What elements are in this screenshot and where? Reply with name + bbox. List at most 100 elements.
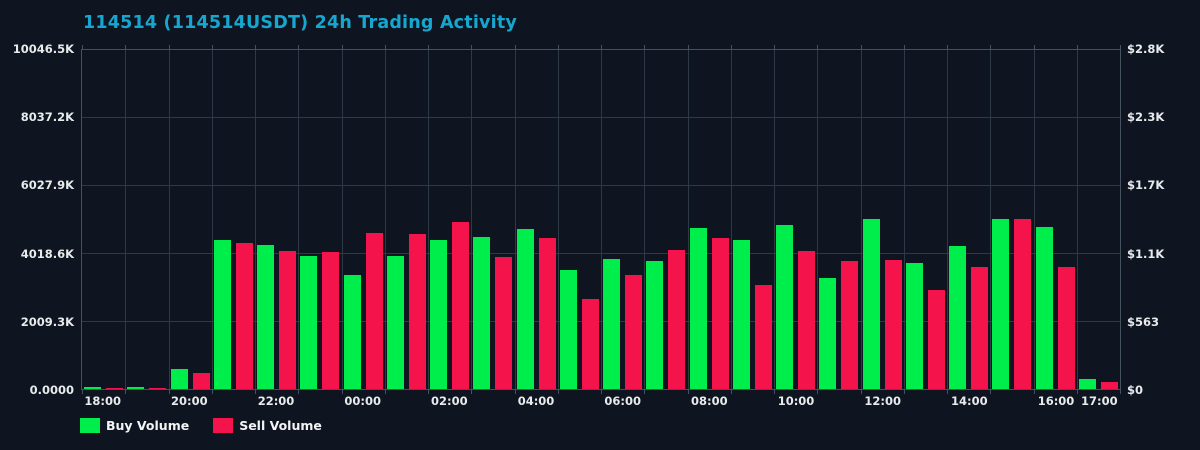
vertical-gridline: [1033, 50, 1035, 389]
buy-bar: [776, 225, 793, 389]
hour-bin: [471, 50, 514, 389]
x-tick-mark-top: [1120, 45, 1121, 49]
x-tick-mark-top: [211, 45, 213, 49]
x-tick-mark-top: [298, 45, 300, 49]
buy-bar: [949, 245, 966, 389]
x-tick-mark-top: [860, 45, 862, 49]
x-axis: 18:00 20:00 22:00 00:00 02:00 04:00 06:00 08:00…: [81, 394, 1121, 410]
buy-bar: [603, 258, 620, 389]
buy-bar: [430, 240, 447, 389]
hour-bin: [342, 50, 385, 389]
x-tick-mark-top: [168, 45, 170, 49]
x-tick-mark-bottom: [990, 390, 992, 394]
vertical-gridline: [990, 50, 992, 389]
hour-bin: [774, 50, 817, 389]
vertical-gridline: [255, 50, 256, 389]
y-tick-label-left: 0.0000: [29, 383, 74, 397]
vertical-gridline: [860, 50, 862, 389]
buy-bar: [819, 277, 837, 389]
buy-bar: [992, 219, 1010, 389]
y-tick-label-left: 2009.3K: [20, 314, 74, 329]
sell-bar: [711, 237, 729, 389]
x-tick-mark-bottom: [384, 390, 386, 394]
y-tick-label-right: $2.8K: [1127, 42, 1165, 56]
buy-bar: [905, 262, 923, 389]
x-tick-mark-bottom: [168, 390, 170, 394]
sell-bar: [668, 250, 686, 389]
sell-bar: [322, 251, 340, 389]
hour-bin: [817, 50, 860, 389]
horizontal-gridline: [82, 320, 1120, 322]
vertical-gridline: [514, 50, 516, 389]
y-tick-label-left: 10046.5K: [12, 42, 74, 56]
legend-item-buy: Buy Volume: [80, 418, 189, 433]
buy-bar: [689, 227, 707, 389]
hour-bin: [125, 50, 168, 389]
sell-bar: [581, 299, 599, 389]
sell-bar: [1014, 218, 1032, 389]
x-tick-mark-bottom: [687, 390, 689, 394]
hour-bin: [688, 50, 731, 389]
x-tick-mark-bottom: [730, 390, 732, 394]
sell-bar: [971, 267, 988, 389]
hour-bin: [947, 50, 990, 389]
x-tick-mark-bottom: [1033, 390, 1035, 394]
x-tick-mark-top: [428, 45, 429, 49]
buy-bar: [559, 269, 577, 389]
sell-bar: [279, 251, 296, 389]
vertical-gridline: [125, 50, 127, 389]
x-tick-mark-top: [644, 45, 646, 49]
x-tick-mark-top: [82, 45, 83, 49]
x-tick-mark-bottom: [514, 390, 516, 394]
sell-bar: [841, 261, 859, 389]
x-tick-mark-bottom: [817, 390, 819, 394]
x-tick-mark-top: [557, 45, 559, 49]
x-tick-label: 00:00: [344, 394, 381, 408]
vertical-gridline: [428, 50, 429, 389]
x-tick-mark-top: [774, 45, 775, 49]
x-tick-mark-top: [125, 45, 127, 49]
y-tick-label-right: $2.3K: [1127, 110, 1165, 125]
sell-bar: [106, 387, 123, 389]
sell-bar: [495, 257, 513, 389]
x-tick-mark-bottom: [601, 390, 602, 394]
buy-bar: [516, 228, 534, 389]
x-tick-mark-top: [255, 45, 256, 49]
vertical-gridline: [774, 50, 775, 389]
x-tick-label: 20:00: [171, 394, 208, 408]
hour-bin: [255, 50, 298, 389]
y-tick-label-left: 6027.9K: [20, 178, 74, 193]
sell-bar: [149, 387, 167, 389]
plot-area: [81, 45, 1121, 394]
hour-bin: [385, 50, 428, 389]
hour-bin: [644, 50, 687, 389]
hour-bin: [904, 50, 947, 389]
x-tick-mark-bottom: [255, 390, 256, 394]
x-tick-mark-top: [1033, 45, 1035, 49]
buy-bar: [84, 386, 101, 389]
vertical-gridline: [730, 50, 732, 389]
vertical-gridline: [557, 50, 559, 389]
hour-bin: [298, 50, 341, 389]
x-tick-mark-bottom: [298, 390, 300, 394]
hour-bin: [601, 50, 644, 389]
y-tick-label-right: $1.7K: [1127, 178, 1165, 193]
y-tick-label-right: $0: [1127, 383, 1144, 397]
x-tick-label: 18:00: [84, 394, 121, 408]
horizontal-gridline: [82, 252, 1120, 254]
sell-bar: [452, 222, 469, 389]
x-tick-mark-top: [687, 45, 689, 49]
x-tick-mark-bottom: [557, 390, 559, 394]
hour-bin: [731, 50, 774, 389]
x-tick-mark-bottom: [1120, 390, 1121, 394]
x-tick-mark-top: [730, 45, 732, 49]
vertical-gridline: [817, 50, 819, 389]
x-tick-mark-bottom: [471, 390, 473, 394]
x-tick-mark-top: [471, 45, 473, 49]
legend-item-sell: Sell Volume: [213, 418, 322, 433]
hour-bin: [1077, 50, 1120, 389]
x-tick-label: 10:00: [777, 394, 815, 408]
x-tick-mark-bottom: [1076, 390, 1078, 394]
x-tick-mark-top: [990, 45, 992, 49]
